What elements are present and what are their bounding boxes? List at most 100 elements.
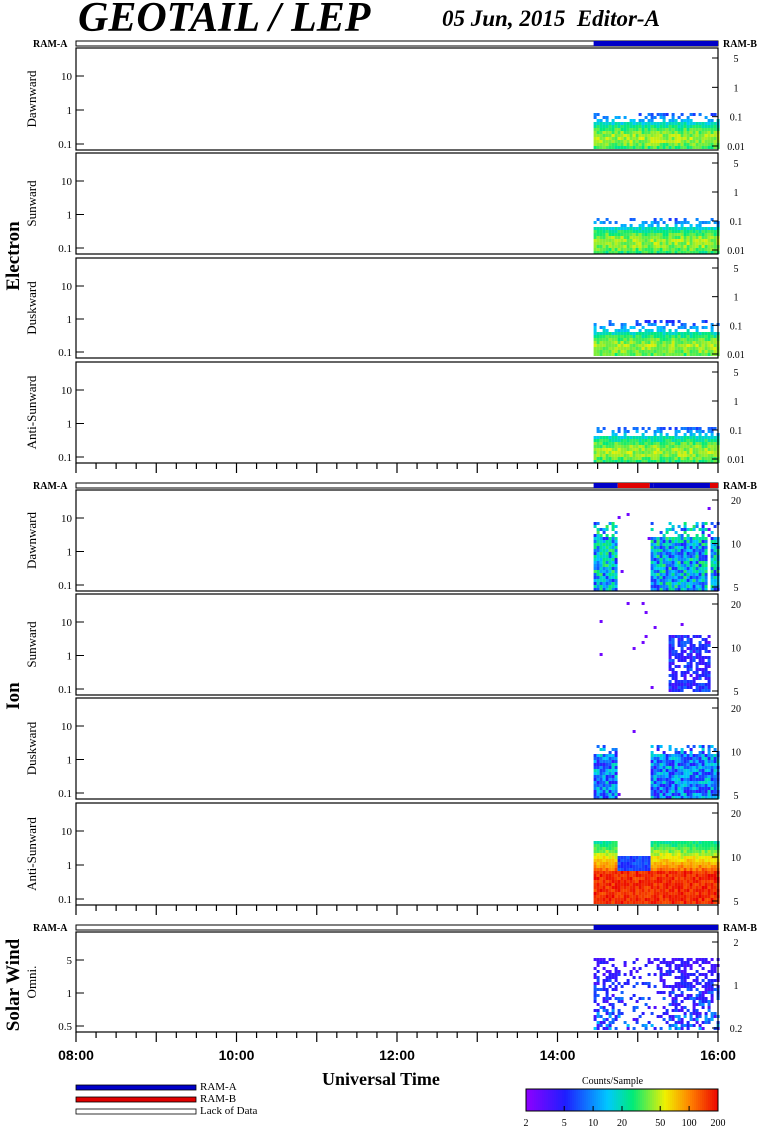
spectrogram-cell [668,889,672,892]
spectrogram-cell [602,1027,606,1030]
spectrogram-cell [671,1003,675,1006]
spectrogram-cell [650,119,654,122]
spectrogram-cell [677,766,681,769]
spectrogram-cell [674,350,678,353]
spectrogram-cell [710,859,714,862]
spectrogram-cell [668,332,672,335]
right-tick-label: 10 [731,853,741,864]
spectrogram-cell [689,647,693,650]
spectrogram-cell [710,985,714,988]
spectrogram-cell [611,460,615,463]
spectrogram-cell [605,140,609,143]
spectrogram-cell [653,850,657,853]
spectrogram-cell [710,760,714,763]
spectrogram-cell [683,985,687,988]
spectrogram-cell [701,552,705,555]
spectrogram-cell [689,448,693,451]
spectrogram-cell [677,793,681,796]
spectrogram-cell [611,570,615,573]
spectrogram-cell [692,236,696,239]
spectrogram-cell [683,757,687,760]
spectrogram-cell [665,859,669,862]
spectrogram-cell [602,973,606,976]
spectrogram-cell [686,641,690,644]
spectrogram-cell [692,140,696,143]
spectrogram-cell [644,233,648,236]
spectrogram-cell [611,525,615,528]
spectrogram-cell [611,588,615,591]
spectrogram-cell [653,239,657,242]
spectrogram-cell [608,546,612,549]
spectrogram-cell [671,436,675,439]
spectrogram-cell [647,119,651,122]
spectrogram-cell [647,245,651,248]
spectrogram-cell [662,436,666,439]
spectrogram-cell [683,451,687,454]
spectrogram-cell [617,460,621,463]
spectrogram-cell [671,564,675,567]
ram-segment [593,483,618,488]
spectrogram-cell [617,233,621,236]
spectrogram-cell [683,886,687,889]
spectrogram-cell [713,865,717,868]
spectrogram-cell [692,787,696,790]
spectrogram-cell [638,880,642,883]
spectrogram-cell [596,579,600,582]
spectrogram-cell [671,895,675,898]
spectrogram-cell [605,436,609,439]
spectrogram-cell [680,448,684,451]
spectrogram-cell [596,760,600,763]
spectrogram-cell [698,433,702,436]
spectrogram-cell [650,445,654,448]
spectrogram-cell [710,766,714,769]
spectrogram-cell [671,439,675,442]
spectrogram-cell [629,856,633,859]
spectrogram-cell [608,958,612,961]
colorbar-tick-label: 20 [617,1118,627,1128]
spectrogram-cell [674,763,678,766]
spectrogram-cell [665,847,669,850]
spectrogram-cell [668,1024,672,1027]
spectrogram-cell [647,862,651,865]
spectrogram-cell [608,772,612,775]
spectrogram-cell [596,427,600,430]
spectrogram-cell [695,582,699,585]
spectrogram-cell [680,1000,684,1003]
spectrogram-cell [629,898,633,901]
spectrogram-cell [674,862,678,865]
spectrogram-cell [602,781,606,784]
spectrogram-cell [707,644,711,647]
spectrogram-cell [671,787,675,790]
spectrogram-cell [689,350,693,353]
spectrogram-cell [701,245,705,248]
spectrogram-cell [686,790,690,793]
spectrogram-cell [599,242,603,245]
spectrogram-cell [674,850,678,853]
spectrogram-cell [662,245,666,248]
spectrogram-cell [641,427,645,430]
spectrogram-cell [671,772,675,775]
spectrogram-cell [611,230,615,233]
spectrogram-cell [614,967,618,970]
spectrogram-cell [683,549,687,552]
spectrogram-cell [686,350,690,353]
spectrogram-cell [608,251,612,254]
spectrogram-cell [620,233,624,236]
spectrogram-cell [641,883,645,886]
spectrogram-cell [680,689,684,692]
spectrogram-cell [638,224,642,227]
spectrogram-cell [602,997,606,1000]
spectrogram-cell [683,233,687,236]
spectrogram-cell [695,668,699,671]
spectrogram-cell [710,847,714,850]
spectrogram-cell [686,579,690,582]
spectrogram-cell [704,242,708,245]
spectrogram-cell [695,573,699,576]
spectrogram-cell [677,326,681,329]
spectrogram-cell [656,576,660,579]
spectrogram-cell [644,242,648,245]
spectrogram-cell [596,781,600,784]
spectrogram-cell [668,760,672,763]
spectrogram-cell [641,433,645,436]
